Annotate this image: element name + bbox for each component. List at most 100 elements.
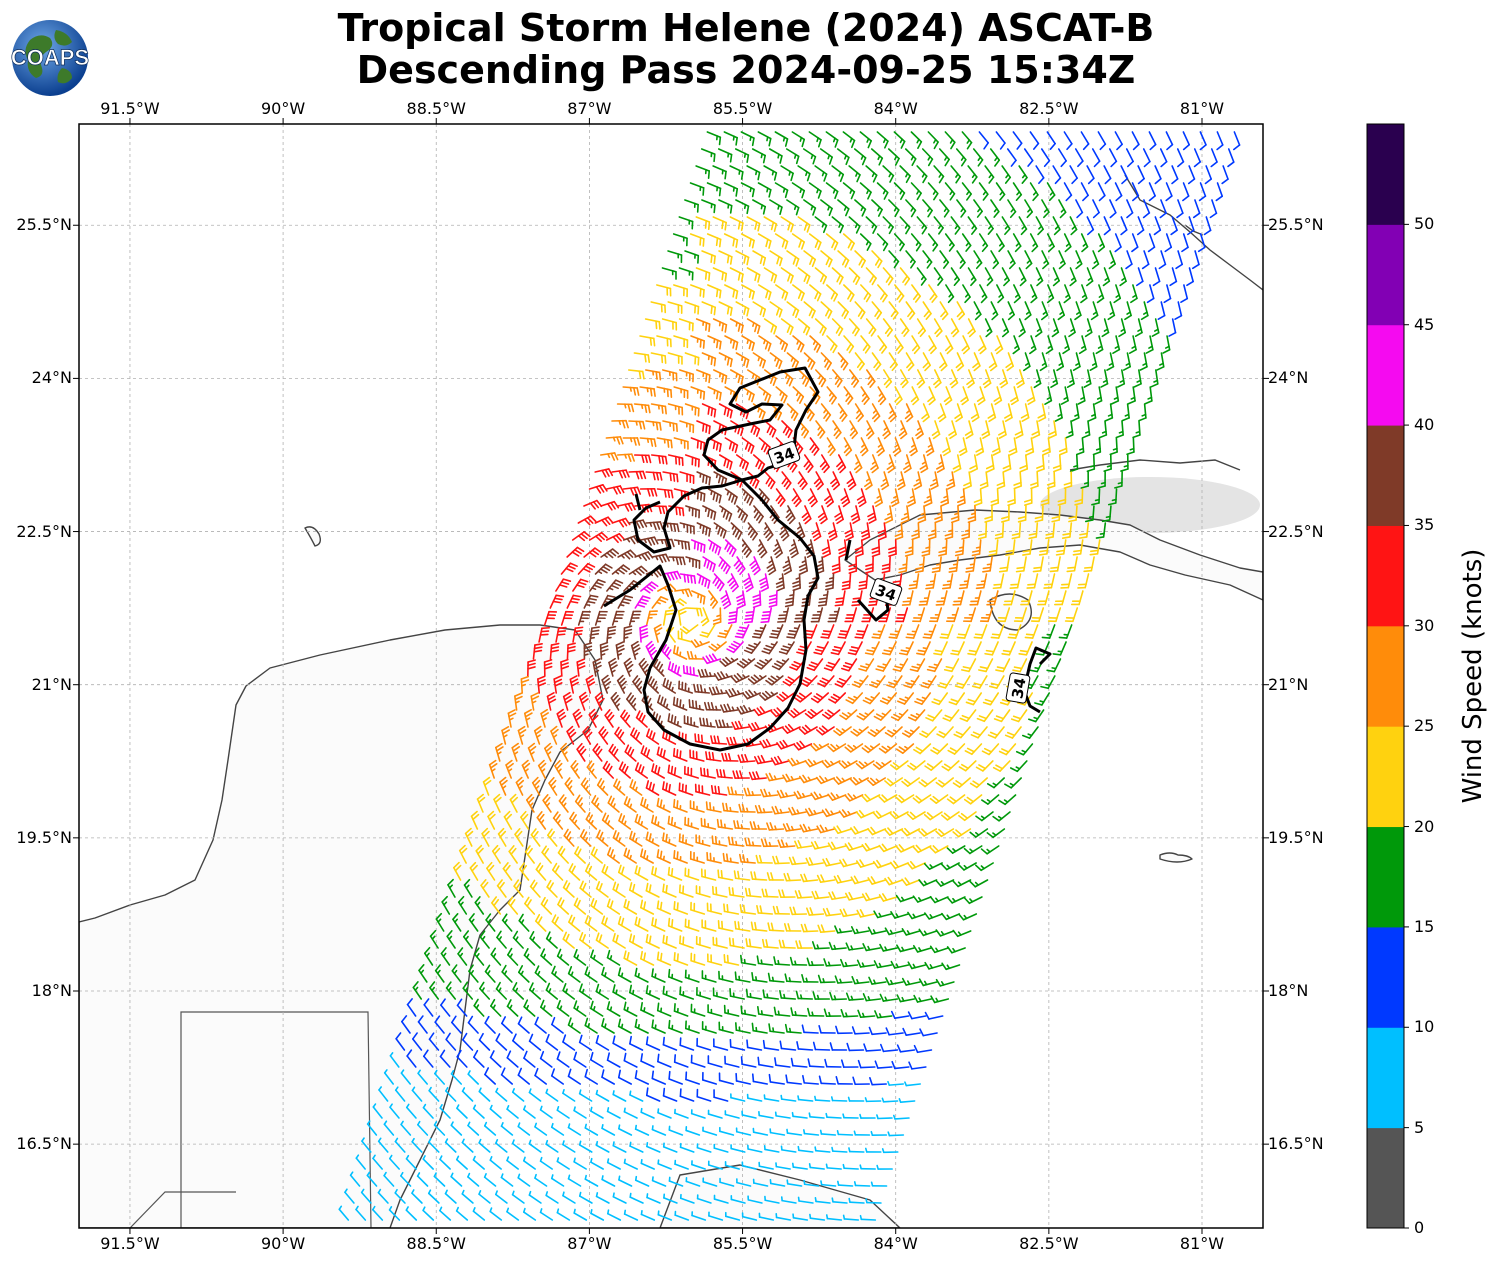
wind-barb: [987, 403, 997, 423]
wind-barb: [833, 874, 853, 884]
wind-barb: [464, 827, 474, 847]
wind-barb: [590, 1000, 604, 1017]
wind-barb: [894, 284, 905, 303]
wind-barb: [699, 717, 716, 728]
wind-barb: [786, 1179, 803, 1187]
wind-barb: [600, 500, 620, 511]
wind-barb: [423, 1049, 434, 1068]
wind-barb: [955, 148, 967, 167]
wind-barb: [970, 403, 980, 423]
wind-barb: [712, 936, 728, 949]
wind-barb: [708, 686, 728, 696]
wind-barb: [662, 934, 677, 949]
wind-barb: [1063, 131, 1073, 151]
wind-barb: [893, 131, 906, 149]
wind-barb: [1043, 573, 1056, 589]
wind-barb: [879, 943, 898, 952]
wind-barb: [590, 949, 604, 966]
wind-barb: [757, 131, 772, 147]
wind-barb: [861, 743, 881, 754]
wind-barb: [574, 794, 586, 813]
wind-barb: [884, 726, 903, 738]
wind-barb: [849, 777, 869, 786]
wind-barb: [1100, 369, 1109, 388]
wind-barb: [859, 131, 872, 149]
wind-barb: [553, 675, 563, 694]
wind-barb: [512, 930, 524, 949]
wind-barb: [883, 369, 893, 389]
wind-barb: [895, 844, 915, 853]
wind-barb: [899, 641, 914, 656]
wind-barb: [922, 301, 932, 320]
wind-barb: [747, 471, 760, 489]
wind-barb: [814, 1146, 831, 1153]
wind-barb: [988, 352, 998, 372]
wind-barb: [653, 623, 663, 643]
wind-barb: [1140, 301, 1149, 321]
wind-barb: [549, 642, 560, 660]
contour-label: 34: [869, 578, 903, 606]
wind-barb: [502, 862, 513, 881]
wind-barb: [778, 641, 795, 655]
wind-barb: [797, 267, 811, 285]
wind-barb: [941, 962, 961, 971]
wind-barb: [851, 975, 870, 985]
wind-barb: [1018, 165, 1028, 184]
wind-barb: [1055, 539, 1067, 556]
wind-barb: [842, 233, 855, 251]
wind-barb: [1127, 386, 1136, 405]
wind-barb: [628, 610, 642, 626]
wind-barb: [601, 674, 612, 694]
wind-barb: [837, 352, 849, 371]
wind-barb: [1084, 318, 1093, 338]
wind-barb: [444, 1138, 457, 1153]
wind-barb: [1001, 267, 1010, 287]
wind-barb: [740, 233, 755, 249]
wind-barb: [804, 758, 824, 768]
wind-barb: [527, 659, 536, 677]
wind-barb: [913, 1044, 933, 1054]
wind-barb: [1026, 386, 1036, 406]
wind-barb: [495, 1033, 508, 1051]
wind-barb: [967, 505, 977, 524]
wind-barb: [547, 828, 558, 847]
wind-barb: [645, 471, 663, 481]
wind-barb: [735, 250, 750, 266]
wind-barb: [1078, 335, 1087, 355]
wind-barb: [611, 610, 625, 626]
wind-barb: [982, 692, 1000, 706]
wind-barb: [718, 199, 733, 214]
wind-barb: [865, 420, 875, 440]
wind-barb: [1075, 199, 1084, 219]
wind-barb: [650, 301, 667, 314]
wind-barb: [551, 1016, 564, 1034]
wind-barb: [780, 318, 794, 336]
wind-barb: [967, 641, 982, 656]
wind-barb: [1114, 233, 1122, 253]
wind-barb: [618, 1175, 633, 1187]
wind-barb: [383, 1171, 395, 1187]
wind-barb: [1035, 165, 1045, 185]
wind-barb: [590, 1106, 604, 1119]
wind-barb: [490, 998, 502, 1017]
wind-barb: [1052, 641, 1067, 656]
wind-barb: [798, 724, 818, 735]
wind-barb: [996, 607, 1011, 623]
wind-barb: [701, 919, 717, 932]
wind-barb: [623, 950, 638, 966]
wind-barb: [372, 1103, 383, 1119]
wind-barb: [717, 148, 733, 163]
wind-barb: [874, 488, 883, 508]
wind-barb: [623, 1052, 638, 1068]
wind-barb: [1045, 522, 1056, 540]
wind-barb: [611, 419, 629, 429]
wind-barb: [1086, 216, 1095, 236]
wind-barb: [1058, 624, 1073, 639]
wind-barb: [1095, 335, 1104, 355]
wind-barb: [923, 488, 933, 507]
wind-barb: [752, 250, 767, 266]
wind-barb: [898, 556, 908, 574]
wind-barb: [590, 1209, 605, 1221]
wind-barb: [798, 556, 809, 575]
wind-barb: [578, 1034, 593, 1051]
